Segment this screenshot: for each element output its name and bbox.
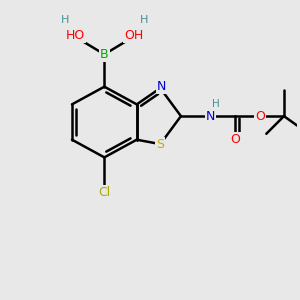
Text: H: H — [60, 15, 69, 26]
Text: HO: HO — [65, 29, 85, 42]
Text: H: H — [212, 99, 220, 110]
Text: S: S — [156, 138, 164, 151]
Text: N: N — [206, 110, 215, 123]
Text: H: H — [140, 15, 148, 26]
Text: OH: OH — [124, 29, 143, 42]
Text: O: O — [230, 133, 240, 146]
Text: B: B — [100, 48, 109, 61]
Text: Cl: Cl — [98, 186, 110, 199]
Text: O: O — [256, 110, 266, 123]
Text: N: N — [157, 80, 167, 93]
